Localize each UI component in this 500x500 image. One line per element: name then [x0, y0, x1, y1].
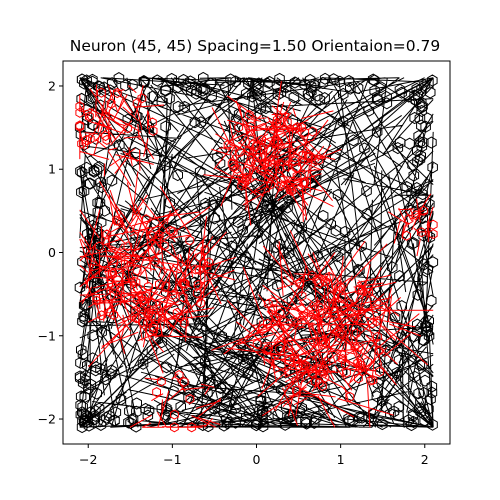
firing-field-series	[75, 81, 438, 433]
firing-field-markers	[402, 205, 438, 241]
firing-field-markers	[75, 87, 158, 149]
firing-field-lines	[79, 84, 165, 187]
x-axis: −2 −1 0 1 2	[79, 444, 429, 467]
firing-field-markers	[152, 370, 197, 433]
firing-field-2	[203, 81, 342, 226]
y-tick-label: 1	[48, 162, 56, 177]
firing-field-lines	[129, 373, 222, 428]
plot-area	[74, 71, 439, 434]
y-tick-label: −2	[38, 412, 56, 427]
firing-field-5	[387, 193, 438, 257]
x-tick-label: −2	[79, 452, 97, 467]
firing-field-6	[129, 370, 222, 433]
y-tick-label: 0	[48, 245, 56, 260]
y-tick-label: −1	[38, 328, 56, 343]
chart-title: Neuron (45, 45) Spacing=1.50 Orientaion=…	[70, 37, 441, 55]
x-tick-label: 2	[421, 452, 429, 467]
firing-field-markers	[252, 270, 384, 402]
x-tick-label: 0	[253, 452, 261, 467]
x-tick-label: 1	[337, 452, 345, 467]
firing-field-lines	[79, 171, 236, 374]
firing-field-1	[75, 84, 165, 187]
y-axis: 2 1 0 −1 −2	[38, 78, 63, 427]
firing-field-3	[79, 171, 236, 374]
firing-field-markers	[223, 109, 324, 196]
firing-field-markers	[92, 214, 214, 338]
y-tick-label: 2	[48, 78, 56, 93]
x-tick-label: −1	[163, 452, 181, 467]
firing-field-4	[211, 230, 434, 428]
